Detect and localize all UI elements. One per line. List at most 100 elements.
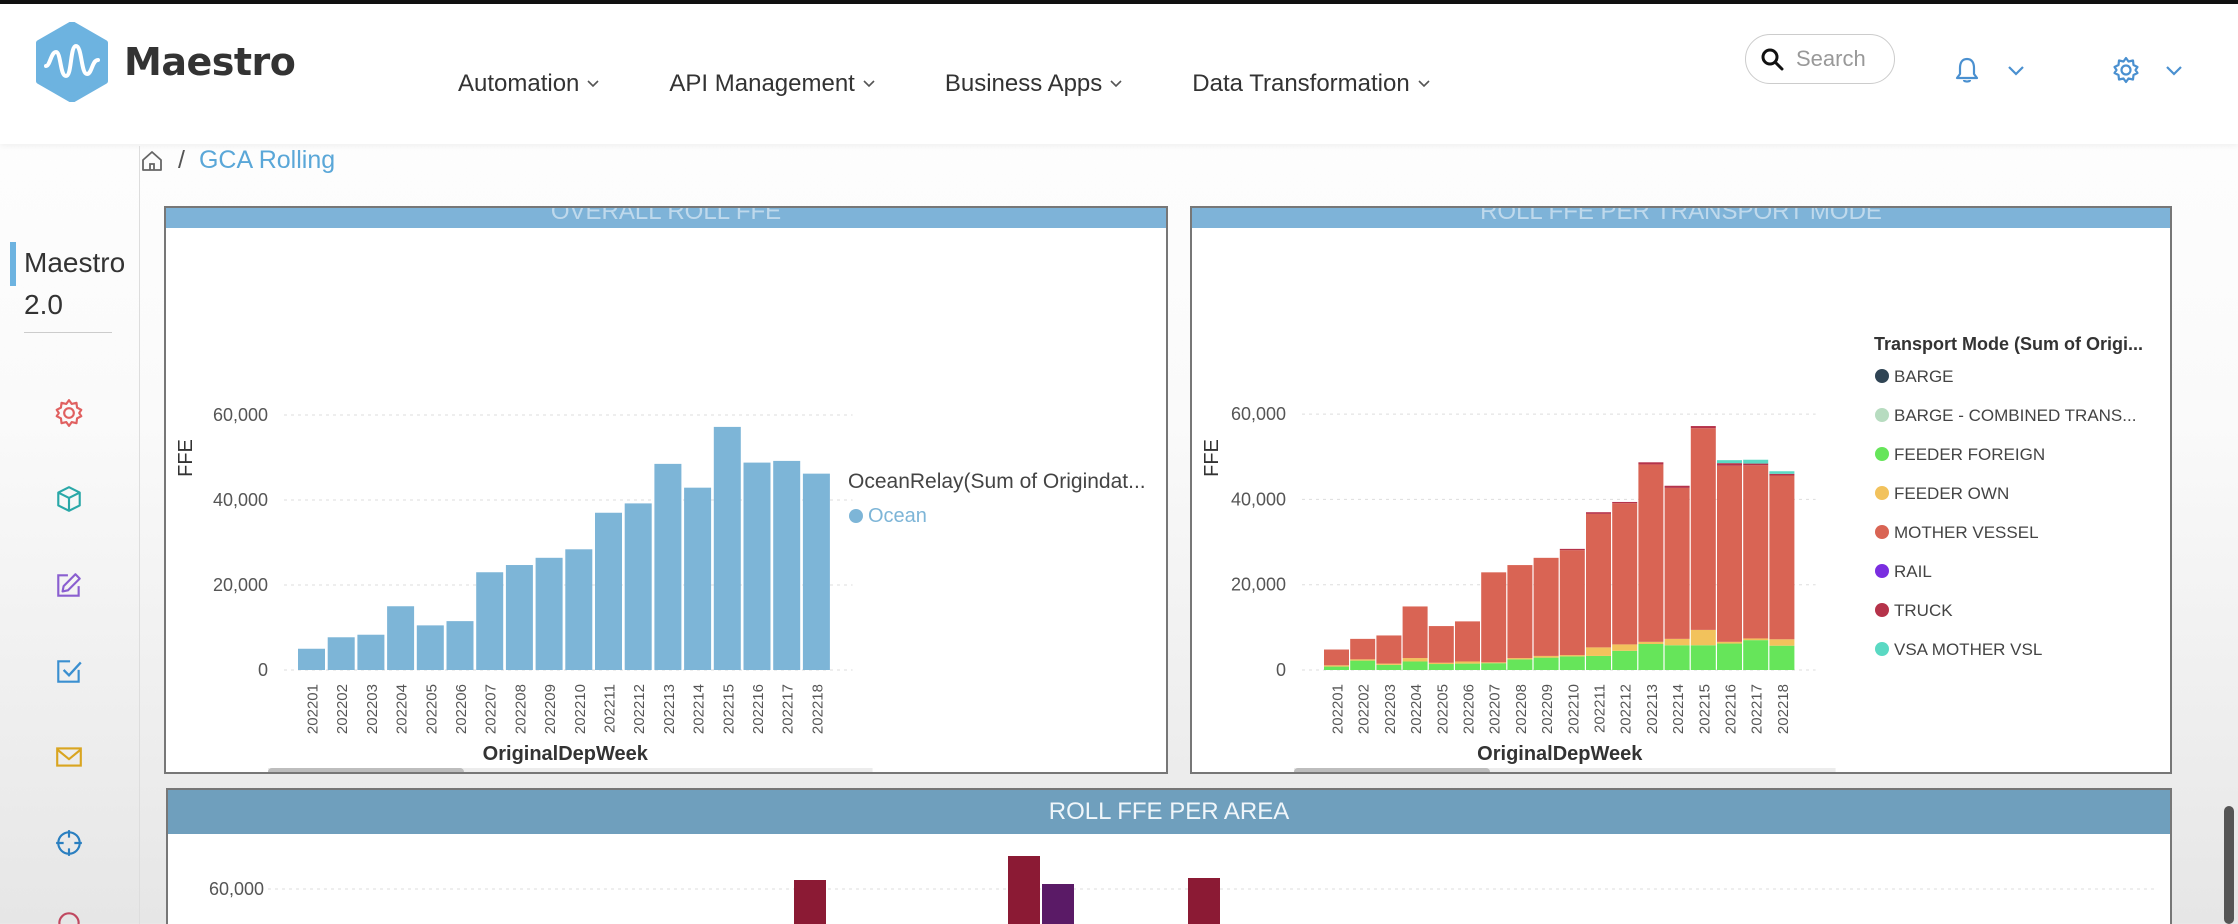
nav-business-apps[interactable]: Business Apps xyxy=(945,70,1122,98)
chevron-down-icon[interactable] xyxy=(2166,66,2182,76)
x-tick-label: 202202 xyxy=(1356,684,1373,734)
x-tick-label: 202211 xyxy=(1592,684,1609,733)
bar xyxy=(1376,663,1402,665)
bar xyxy=(1481,572,1507,663)
y-tick-label: 20,000 xyxy=(1231,575,1286,595)
bar xyxy=(1455,663,1480,670)
scroll-track xyxy=(1294,768,1836,772)
bar xyxy=(1481,662,1507,664)
x-tick-label: 202207 xyxy=(483,684,500,734)
bar xyxy=(1690,629,1716,646)
sidebar-title-line2: 2.0 xyxy=(24,289,63,320)
breadcrumb-current[interactable]: GCA Rolling xyxy=(198,146,336,174)
legend-swatch xyxy=(849,509,863,523)
y-tick-label: 0 xyxy=(258,660,268,680)
bar xyxy=(713,426,741,670)
scroll-thumb xyxy=(1294,768,1490,772)
legend-swatch xyxy=(1875,369,1889,383)
x-tick-label: 202204 xyxy=(394,684,411,734)
chart-roll-ffe-transport-mode: 0 20,000 40,000 60,000 202201 202202 202203 202… xyxy=(1201,334,2143,772)
gear-icon[interactable] xyxy=(54,398,84,428)
app-header: Maestro Automation API Management Busine… xyxy=(0,4,2238,144)
y-tick-label: 60,000 xyxy=(209,879,264,899)
bar xyxy=(654,463,682,670)
bar xyxy=(1638,643,1664,670)
x-tick-label: 202216 xyxy=(1723,684,1740,734)
legend-item: Ocean xyxy=(868,505,927,527)
search-input[interactable] xyxy=(1796,46,1886,72)
y-tick-label: 60,000 xyxy=(1231,404,1286,424)
legend-item: RAIL xyxy=(1894,562,1932,581)
bar xyxy=(298,648,325,670)
y-tick-label: 60,000 xyxy=(213,405,268,425)
x-tick-label: 202204 xyxy=(1408,684,1425,734)
main-nav: Automation API Management Business Apps … xyxy=(458,70,1500,98)
bar xyxy=(1481,663,1507,670)
nav-label: Data Transformation xyxy=(1192,70,1410,97)
bar xyxy=(1559,548,1585,551)
legend-swatch xyxy=(1875,603,1889,617)
chart-overall-roll-ffe: 0 20,000 40,000 60,000 202201 202202 202203 202… xyxy=(175,405,1146,772)
bar xyxy=(802,473,830,670)
y-tick-label: 40,000 xyxy=(213,490,268,510)
bar xyxy=(1455,621,1480,662)
active-indicator xyxy=(10,242,16,286)
search-box[interactable] xyxy=(1745,34,1895,84)
crosshair-icon[interactable] xyxy=(54,828,84,858)
nav-data-transformation[interactable]: Data Transformation xyxy=(1192,70,1430,98)
bar xyxy=(1350,660,1376,670)
chevron-down-icon[interactable] xyxy=(2008,66,2024,76)
bar xyxy=(1376,664,1402,670)
x-tick-label: 202208 xyxy=(1513,684,1530,734)
panel-overall-roll-ffe: OVERALL ROLL FFE 0 20,000 40,000 60,000 2022… xyxy=(164,206,1168,774)
x-tick-label: 202217 xyxy=(1749,684,1766,734)
bar xyxy=(1717,465,1742,642)
page-scrollbar[interactable] xyxy=(2224,806,2234,924)
cube-icon[interactable] xyxy=(54,484,84,514)
nav-api-management[interactable]: API Management xyxy=(669,70,875,98)
x-tick-label: 202213 xyxy=(1644,684,1661,734)
x-axis-title: OriginalDepWeek xyxy=(1477,743,1643,765)
home-icon[interactable] xyxy=(140,149,164,173)
mail-icon[interactable] xyxy=(54,742,84,772)
gear-icon[interactable] xyxy=(2112,56,2140,84)
bar xyxy=(1717,641,1742,644)
x-tick-label: 202205 xyxy=(1434,684,1451,734)
bar xyxy=(1690,426,1716,429)
bar xyxy=(624,503,652,670)
legend-item: TRUCK xyxy=(1894,601,1953,620)
bar xyxy=(476,572,504,670)
bar xyxy=(1612,503,1638,645)
bar xyxy=(1324,649,1349,666)
x-tick-label: 202215 xyxy=(1696,684,1713,734)
bar xyxy=(1507,565,1533,659)
bell-icon[interactable] xyxy=(1954,56,1980,84)
nav-automation[interactable]: Automation xyxy=(458,70,599,98)
bar xyxy=(1612,650,1638,670)
bar xyxy=(1507,659,1533,670)
x-tick-label: 202210 xyxy=(1565,684,1582,734)
bar xyxy=(1376,635,1402,664)
edit-icon[interactable] xyxy=(54,570,84,600)
sidebar-title-line1: Maestro xyxy=(24,247,126,278)
checkbox-icon[interactable] xyxy=(54,656,84,686)
bar xyxy=(1455,661,1480,664)
legend-item: VSA MOTHER VSL xyxy=(1894,640,2042,659)
x-tick-label: 202203 xyxy=(1382,684,1399,734)
x-tick-label: 202216 xyxy=(750,684,767,734)
app-name: Maestro xyxy=(124,40,296,84)
bar xyxy=(1612,644,1638,651)
bar xyxy=(1586,513,1611,648)
bar xyxy=(1664,645,1690,670)
bar xyxy=(1188,878,1220,924)
logo[interactable]: Maestro xyxy=(32,22,296,102)
x-tick-label: 202206 xyxy=(453,684,470,734)
bar xyxy=(1533,557,1559,656)
legend-item: FEEDER FOREIGN xyxy=(1894,445,2045,464)
bar xyxy=(387,606,415,670)
chevron-down-icon xyxy=(1110,80,1122,88)
sidebar: Maestro 2.0 xyxy=(0,146,140,924)
x-tick-label: 202202 xyxy=(334,684,351,734)
bar xyxy=(1324,666,1349,670)
bar xyxy=(1717,460,1742,464)
